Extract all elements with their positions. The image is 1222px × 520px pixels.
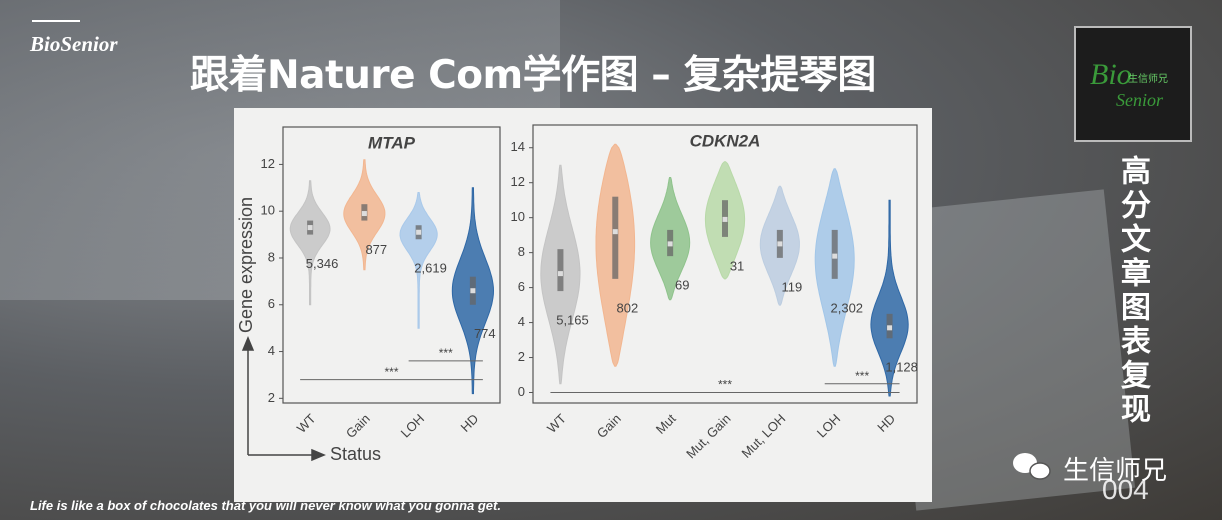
median <box>307 225 313 231</box>
y-tick-label: 6 <box>268 296 275 311</box>
logo-bottom: Senior <box>1116 90 1163 110</box>
page-number: 004 <box>1102 474 1149 505</box>
y-tick-label: 12 <box>511 174 525 189</box>
panel-title: MTAP <box>368 133 416 152</box>
count-label: 802 <box>617 300 639 315</box>
count-label: 1,128 <box>885 360 918 375</box>
slide-title: 跟着Nature Com学作图 – 复杂提琴图 <box>190 53 876 98</box>
logo-cn: 生信师兄 <box>1128 74 1168 85</box>
significance-label: *** <box>439 346 453 360</box>
y-tick-label: 8 <box>268 249 275 264</box>
figure-panel <box>234 108 932 502</box>
status-arrows <box>241 336 326 462</box>
y-tick-label: 2 <box>518 349 525 364</box>
count-label: 31 <box>730 258 744 273</box>
count-label: 2,302 <box>831 300 864 315</box>
median <box>361 211 367 217</box>
significance-label: *** <box>718 378 732 392</box>
violin <box>870 199 909 397</box>
watermark: 生信师兄 <box>1063 456 1168 486</box>
iqr-box <box>557 249 564 292</box>
brand-rule <box>32 20 80 22</box>
y-tick-label: 2 <box>268 390 275 405</box>
median <box>832 253 838 259</box>
y-tick-label: 10 <box>511 209 525 224</box>
wechat-icon <box>1013 453 1051 480</box>
median <box>557 271 563 277</box>
logo: Bio 生信师兄 Senior <box>1074 26 1192 142</box>
violin <box>399 192 438 329</box>
violin <box>289 180 331 306</box>
y-tick-label: 6 <box>518 279 525 294</box>
y-axis-label: Gene expression <box>236 197 256 333</box>
count-label: 69 <box>675 278 689 293</box>
panel-title: CDKN2A <box>690 131 761 150</box>
median <box>416 229 422 235</box>
y-tick-label: 8 <box>518 244 525 259</box>
count-label: 2,619 <box>414 261 447 276</box>
plot-frame <box>532 124 918 404</box>
count-label: 5,346 <box>306 256 339 271</box>
y-tick-label: 14 <box>511 139 525 154</box>
median <box>667 241 673 247</box>
median <box>777 241 783 247</box>
significance-label: *** <box>384 365 398 379</box>
brand: BioSenior <box>30 32 118 56</box>
count-label: 877 <box>365 242 387 257</box>
y-tick-label: 10 <box>261 203 275 218</box>
median <box>612 229 618 235</box>
median <box>887 325 893 331</box>
count-label: 774 <box>474 326 496 341</box>
significance-label: *** <box>855 369 869 383</box>
logo-top: Bio <box>1090 58 1132 91</box>
iqr-box <box>612 196 619 279</box>
count-label: 119 <box>782 279 803 294</box>
y-tick-label: 4 <box>268 343 275 358</box>
x-axis-label: Status <box>330 444 381 464</box>
median <box>470 288 476 294</box>
y-tick-label: 12 <box>261 156 275 171</box>
y-tick-label: 0 <box>518 384 525 399</box>
plot-frame <box>282 126 501 404</box>
vertical-caption: 高分文章图表复现 <box>1115 155 1150 427</box>
y-tick-label: 4 <box>518 314 525 329</box>
median <box>722 216 728 222</box>
count-label: 5,165 <box>556 313 589 328</box>
